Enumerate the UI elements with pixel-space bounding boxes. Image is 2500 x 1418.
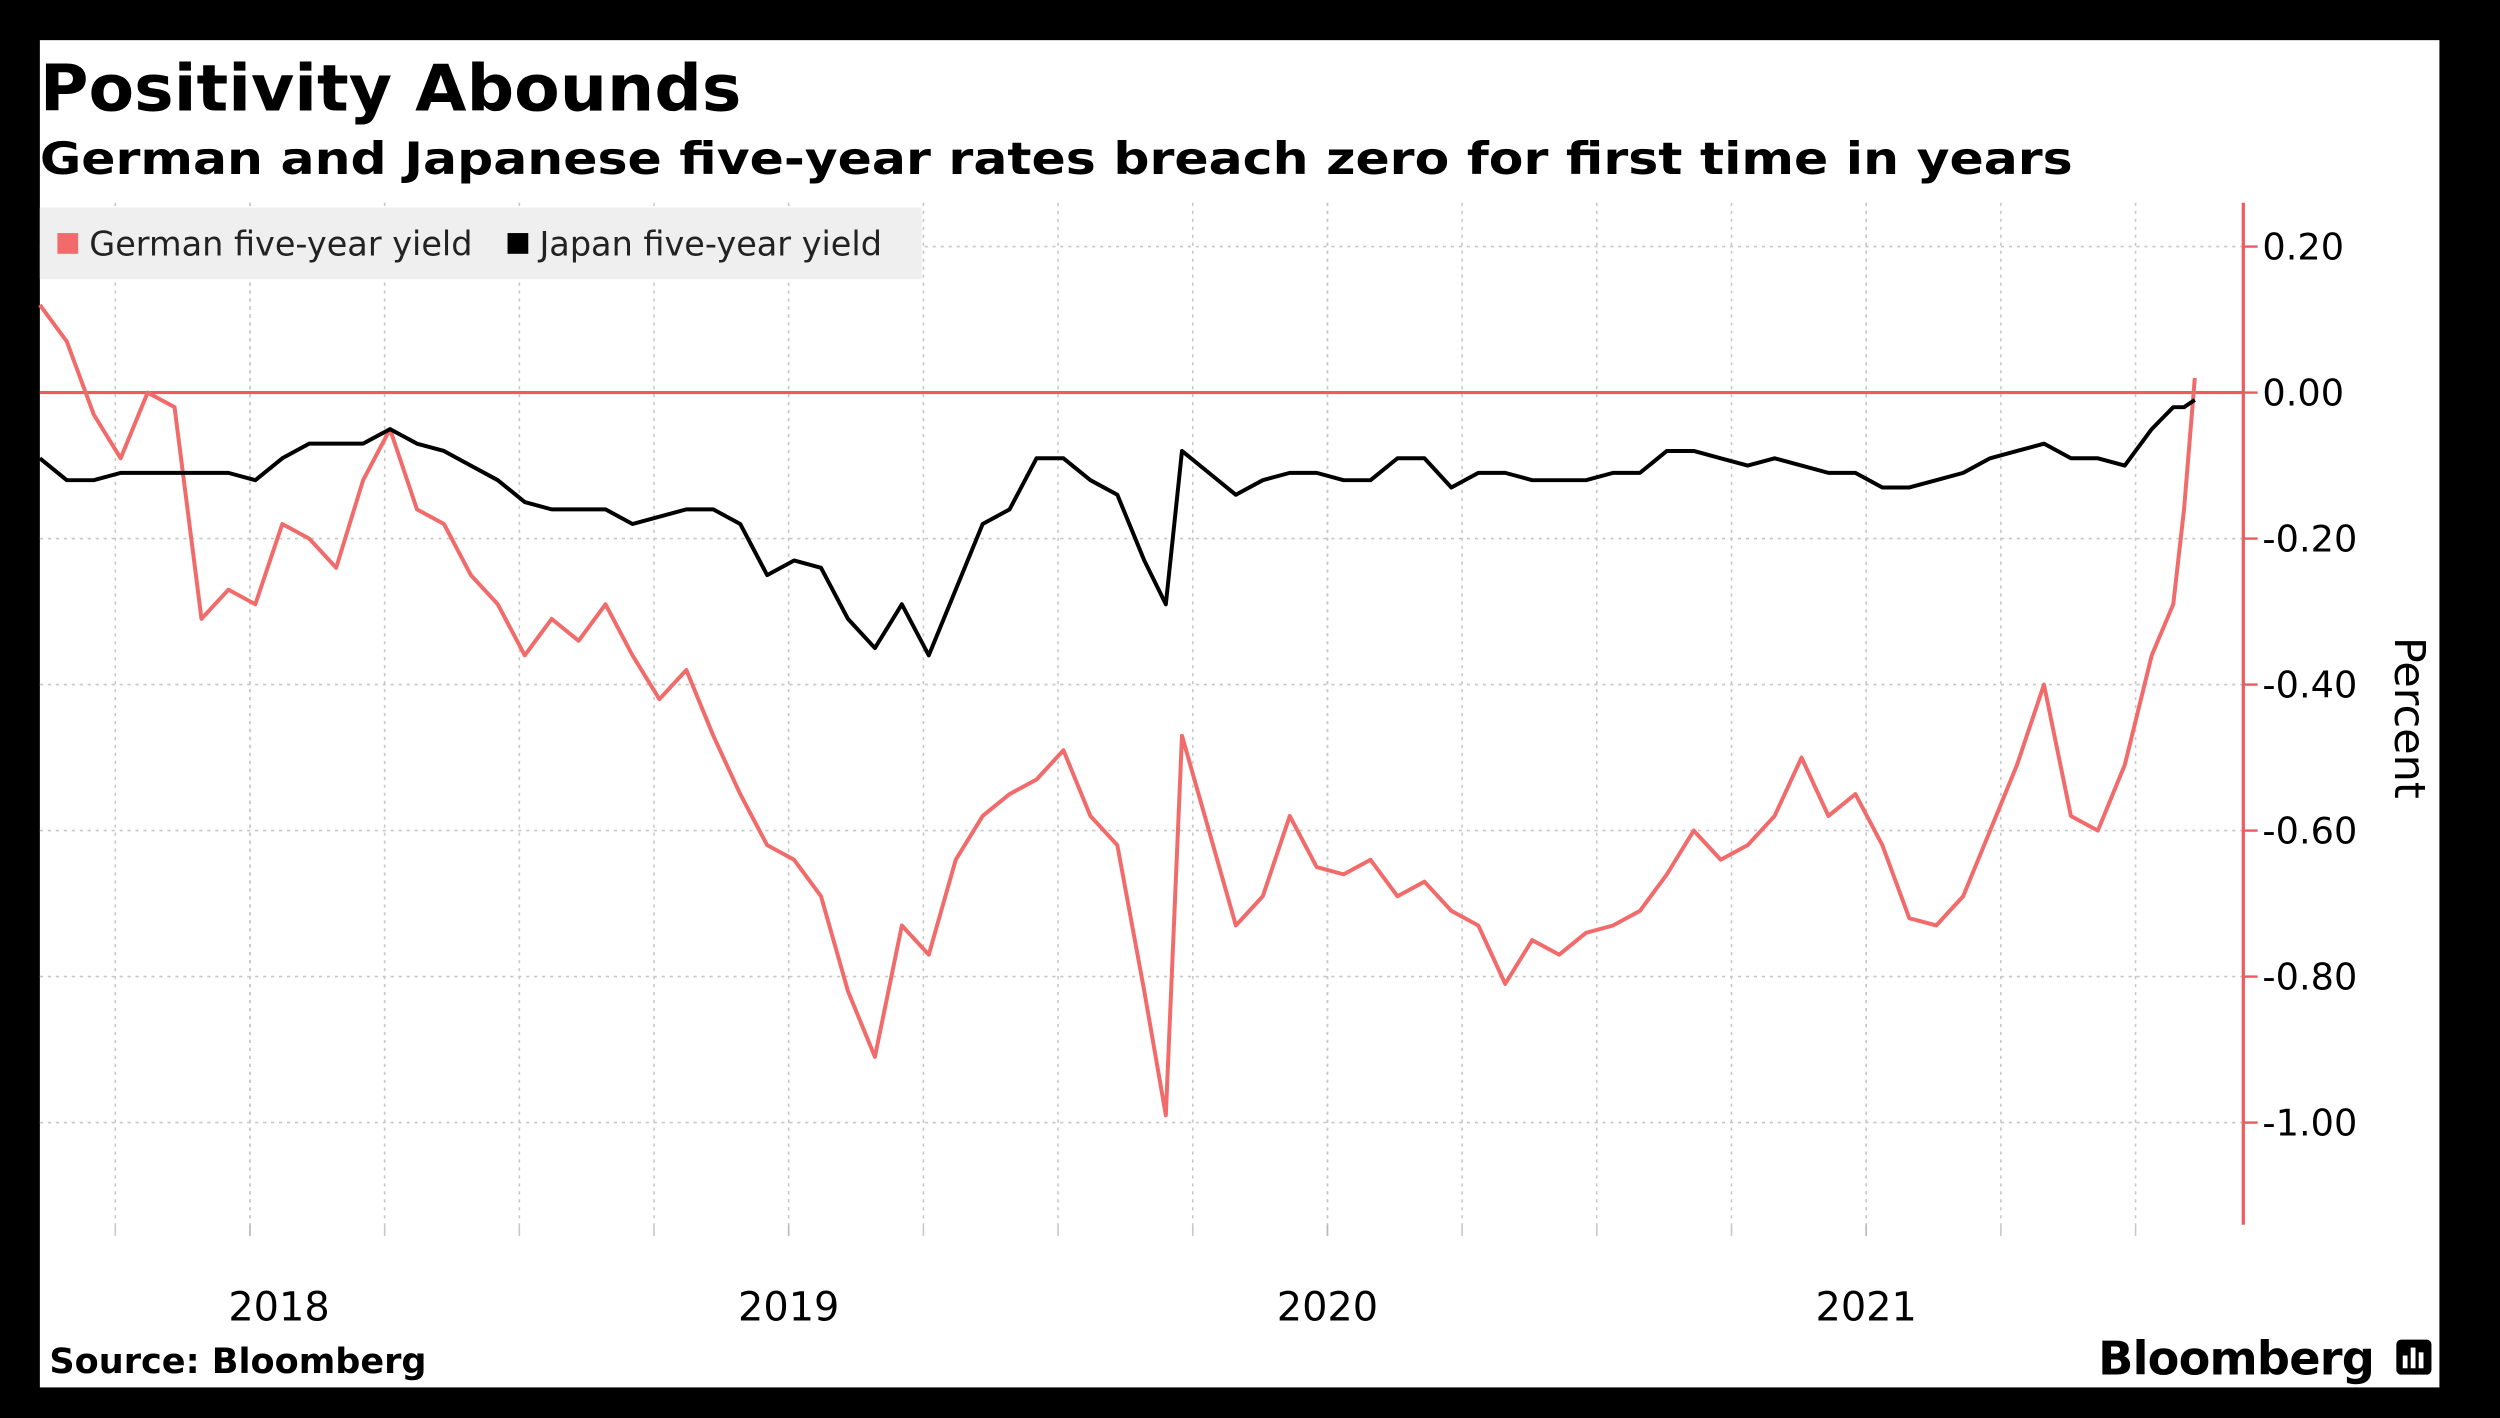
series-line bbox=[38, 398, 2196, 658]
x-tick-label: 2021 bbox=[1815, 1284, 1916, 1330]
y-tick-label: -0.20 bbox=[2262, 517, 2357, 560]
y-tick-label: 0.00 bbox=[2262, 371, 2344, 414]
legend-label: Japan five-year yield bbox=[537, 224, 882, 263]
source: Source: Bloomberg bbox=[49, 1341, 426, 1382]
y-tick-label: 0.20 bbox=[2262, 225, 2344, 268]
legend-swatch bbox=[57, 233, 79, 254]
y-tick-label: -0.40 bbox=[2262, 663, 2357, 706]
legend-label: German five-year yield bbox=[89, 224, 472, 263]
x-tick-label: 2018 bbox=[228, 1284, 329, 1330]
x-tick-label: 2019 bbox=[738, 1284, 839, 1330]
y-tick-label: -0.60 bbox=[2262, 809, 2357, 852]
chart-title: Positivity Abounds bbox=[40, 52, 742, 126]
x-tick-label: 2020 bbox=[1277, 1284, 1378, 1330]
legend-box bbox=[39, 207, 922, 280]
chart-subtitle: German and Japanese five-year rates brea… bbox=[40, 133, 2073, 185]
legend: German five-year yield Japan five-year yi… bbox=[57, 224, 882, 263]
y-axis-title: Percent bbox=[2384, 637, 2434, 799]
brand: Bloomberg bbox=[2098, 1332, 2374, 1386]
y-tick-label: -0.80 bbox=[2262, 955, 2357, 998]
brand-icon bbox=[2396, 1339, 2432, 1375]
lines bbox=[38, 303, 2197, 1118]
legend-swatch bbox=[507, 233, 529, 254]
y-tick-label: -1.00 bbox=[2262, 1101, 2357, 1144]
series-line bbox=[38, 303, 2197, 1118]
